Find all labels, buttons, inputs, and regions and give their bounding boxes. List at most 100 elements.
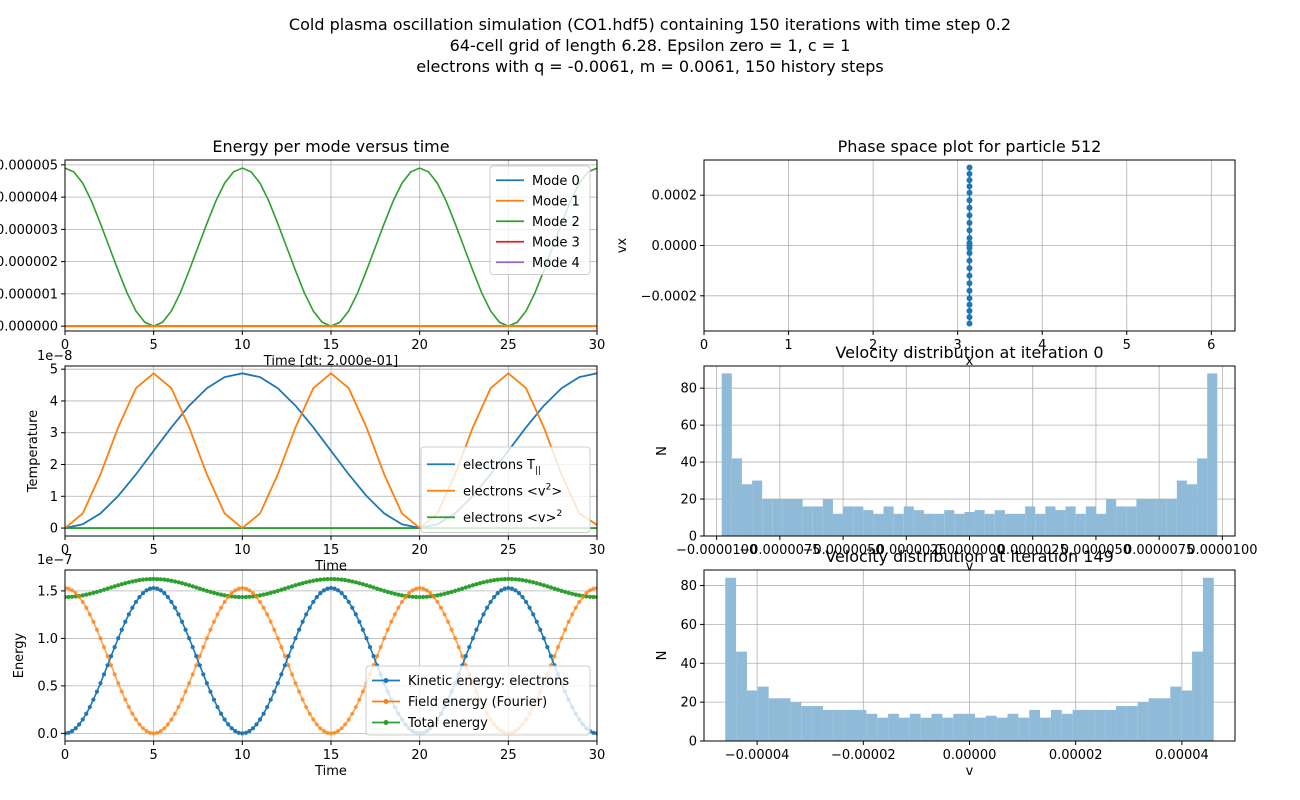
velocity-dist-149-xtick-label: 0.00004 bbox=[1155, 748, 1209, 763]
energy-point-2 bbox=[488, 578, 493, 583]
energy-point-2 bbox=[272, 589, 277, 594]
energy-point-1 bbox=[587, 588, 593, 593]
energy-point-2 bbox=[162, 577, 167, 582]
energy-point-2 bbox=[190, 584, 195, 589]
velocity-dist-0-bar bbox=[1136, 499, 1147, 536]
velocity-dist-149-bar bbox=[1094, 709, 1106, 741]
velocity-dist-149-bar bbox=[812, 706, 823, 741]
energy-point-0 bbox=[176, 612, 181, 617]
energy-point-0 bbox=[172, 605, 178, 610]
energy-point-0 bbox=[321, 588, 327, 593]
temperature-legend-label: electrons T|| bbox=[463, 458, 541, 476]
energy-point-2 bbox=[339, 577, 344, 582]
energy-point-2 bbox=[414, 594, 419, 600]
velocity-dist-149-xtick-label: 0.00002 bbox=[1049, 748, 1103, 763]
temperature-ylabel: Temperature bbox=[26, 410, 41, 493]
energy-modes-plot-area bbox=[65, 167, 597, 328]
energy-point-0 bbox=[261, 711, 266, 716]
energy-point-2 bbox=[204, 588, 209, 593]
energy-time-xtick-label: 0 bbox=[61, 748, 69, 763]
legend-label-text: Mode 2 bbox=[532, 215, 580, 230]
energy-point-2 bbox=[587, 594, 593, 599]
energy-point-2 bbox=[332, 576, 337, 582]
energy-point-1 bbox=[247, 588, 252, 593]
energy-time-xtick-label: 20 bbox=[411, 748, 428, 763]
energy-time-ytick-label: 1.0 bbox=[37, 632, 58, 647]
energy-point-0 bbox=[268, 697, 273, 702]
velocity-dist-149-bar bbox=[931, 713, 943, 741]
velocity-dist-149-bar bbox=[1018, 717, 1030, 741]
velocity-dist-0-bar bbox=[802, 506, 813, 536]
energy-point-1 bbox=[566, 619, 571, 624]
energy-modes-ytick-label: 0.000003 bbox=[0, 223, 58, 238]
velocity-dist-149-bar bbox=[877, 717, 889, 741]
energy-point-2 bbox=[392, 591, 397, 596]
energy-point-1 bbox=[421, 586, 426, 591]
energy-point-1 bbox=[208, 627, 213, 632]
energy-point-0 bbox=[548, 654, 553, 659]
energy-point-0 bbox=[240, 731, 245, 736]
phase-space-point bbox=[966, 307, 973, 314]
velocity-dist-149-axes: −0.00004 −0.00002 0.00000 0.00002 0.00004 0 20… bbox=[655, 547, 1236, 779]
velocity-dist-0-xtick-label: 0.0000050 bbox=[1061, 543, 1131, 558]
energy-point-1 bbox=[289, 672, 295, 677]
energy-point-2 bbox=[105, 586, 110, 591]
velocity-dist-0-bar bbox=[782, 499, 793, 536]
energy-point-1 bbox=[442, 612, 447, 617]
energy-point-1 bbox=[101, 645, 107, 650]
velocity-dist-149-bar bbox=[888, 713, 899, 741]
energy-point-2 bbox=[158, 577, 163, 582]
energy-point-2 bbox=[421, 594, 426, 600]
energy-point-1 bbox=[456, 645, 461, 650]
energy-point-2 bbox=[155, 576, 160, 582]
energy-point-1 bbox=[179, 697, 185, 702]
energy-point-0 bbox=[282, 663, 287, 668]
energy-point-1 bbox=[197, 654, 202, 659]
phase-space-point bbox=[966, 197, 973, 204]
phase-space-point bbox=[966, 320, 973, 327]
velocity-dist-149-bar bbox=[725, 577, 737, 741]
energy-point-0 bbox=[360, 627, 366, 632]
temperature-xtick-label: 20 bbox=[411, 543, 428, 558]
phase-space-xtick-label: 1 bbox=[784, 338, 792, 353]
energy-point-2 bbox=[328, 576, 334, 582]
energy-point-0 bbox=[208, 689, 213, 694]
energy-point-2 bbox=[69, 594, 75, 599]
velocity-dist-149-bar bbox=[1148, 698, 1160, 741]
energy-point-1 bbox=[396, 605, 401, 610]
energy-point-2 bbox=[357, 581, 362, 586]
energy-point-2 bbox=[257, 593, 263, 598]
energy-point-0 bbox=[289, 645, 295, 650]
energy-point-2 bbox=[559, 588, 564, 593]
energy-point-2 bbox=[353, 580, 358, 585]
energy-point-1 bbox=[279, 645, 284, 650]
energy-point-2 bbox=[552, 586, 557, 591]
energy-point-2 bbox=[293, 583, 298, 588]
energy-time-legend-marker bbox=[383, 678, 389, 683]
energy-point-2 bbox=[98, 588, 103, 593]
velocity-dist-149-xtick-label: −0.00002 bbox=[831, 748, 896, 763]
energy-point-2 bbox=[438, 592, 444, 597]
energy-point-0 bbox=[318, 591, 323, 596]
energy-point-1 bbox=[215, 612, 220, 617]
phase-space-point bbox=[966, 204, 973, 211]
velocity-dist-149-ylabel: N bbox=[655, 651, 670, 661]
velocity-dist-149-bar bbox=[974, 717, 986, 741]
velocity-dist-0-bar bbox=[974, 510, 985, 536]
energy-point-1 bbox=[335, 729, 341, 734]
energy-point-0 bbox=[488, 599, 493, 605]
temperature-xtick-label: 0 bbox=[61, 543, 69, 558]
energy-point-0 bbox=[538, 627, 543, 632]
legend-label-text: Mode 0 bbox=[532, 174, 580, 189]
energy-point-0 bbox=[304, 612, 309, 617]
energy-point-2 bbox=[513, 577, 518, 582]
velocity-dist-0-bar bbox=[1004, 513, 1016, 536]
energy-point-2 bbox=[80, 593, 85, 598]
energy-time-xtick-label: 10 bbox=[234, 748, 251, 763]
energy-point-1 bbox=[250, 591, 256, 596]
velocity-dist-0-xtick-label: −0.0000050 bbox=[802, 543, 883, 558]
energy-point-2 bbox=[364, 583, 369, 588]
velocity-dist-0-bar bbox=[792, 499, 803, 536]
energy-time-xtick-label: 30 bbox=[589, 748, 606, 763]
